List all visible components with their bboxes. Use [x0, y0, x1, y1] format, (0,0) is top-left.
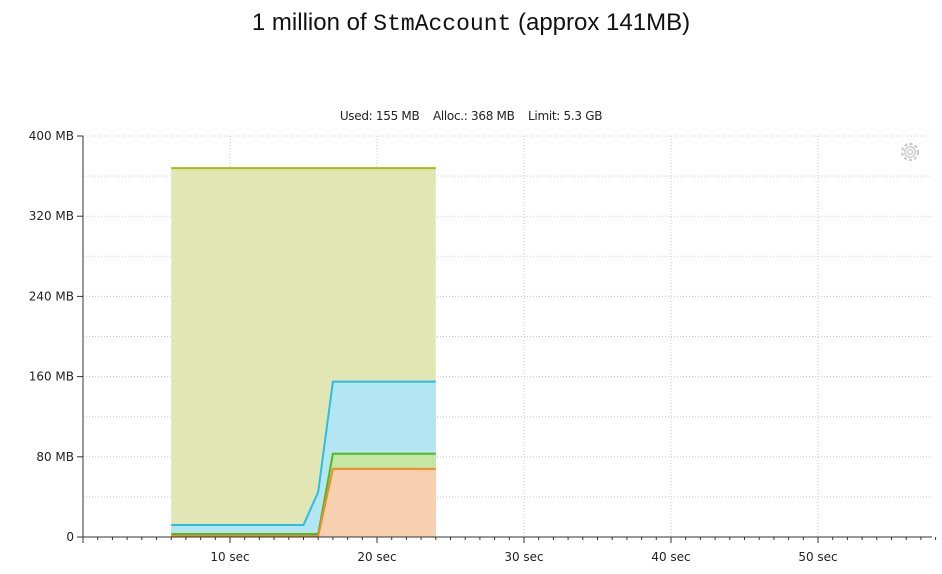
- title-suffix: (approx 141MB): [511, 9, 691, 36]
- chart-lines: [171, 167, 436, 537]
- title-code: StmAccount: [373, 11, 512, 37]
- x-tick-label: 50 sec: [798, 550, 837, 564]
- memory-stats: Used: 155 MB Alloc.: 368 MB Limit: 5.3 G…: [0, 109, 942, 123]
- limit-stat: Limit: 5.3 GB: [528, 109, 603, 123]
- y-tick-label: 240 MB: [29, 289, 74, 303]
- chart-areas: [171, 168, 436, 537]
- title-prefix: 1 million of: [251, 9, 374, 36]
- x-tick-label: 20 sec: [357, 550, 396, 564]
- y-tick-label: 80 MB: [36, 450, 74, 464]
- y-tick-label: 0: [66, 530, 74, 544]
- series-line-3: [171, 467, 436, 537]
- series-area-3: [171, 468, 436, 537]
- x-tick-label: 40 sec: [651, 550, 690, 564]
- x-tick-label: 30 sec: [504, 550, 543, 564]
- x-tick-label: 10 sec: [210, 550, 249, 564]
- y-tick-label: 400 MB: [29, 129, 74, 143]
- series-line-2: [171, 452, 436, 535]
- y-tick-label: 160 MB: [29, 370, 74, 384]
- page-title: 1 million of StmAccount (approx 141MB): [0, 9, 942, 37]
- y-tick-label: 320 MB: [29, 209, 74, 223]
- alloc-stat: Alloc.: 368 MB: [432, 109, 515, 123]
- used-stat: Used: 155 MB: [339, 109, 420, 123]
- gear-icon[interactable]: [900, 142, 920, 162]
- series-line-1: [171, 380, 436, 526]
- chart-axes: 0 80 MB 160 MB 240 MB 320 MB 400 MB 10 sec 20 s…: [29, 129, 937, 564]
